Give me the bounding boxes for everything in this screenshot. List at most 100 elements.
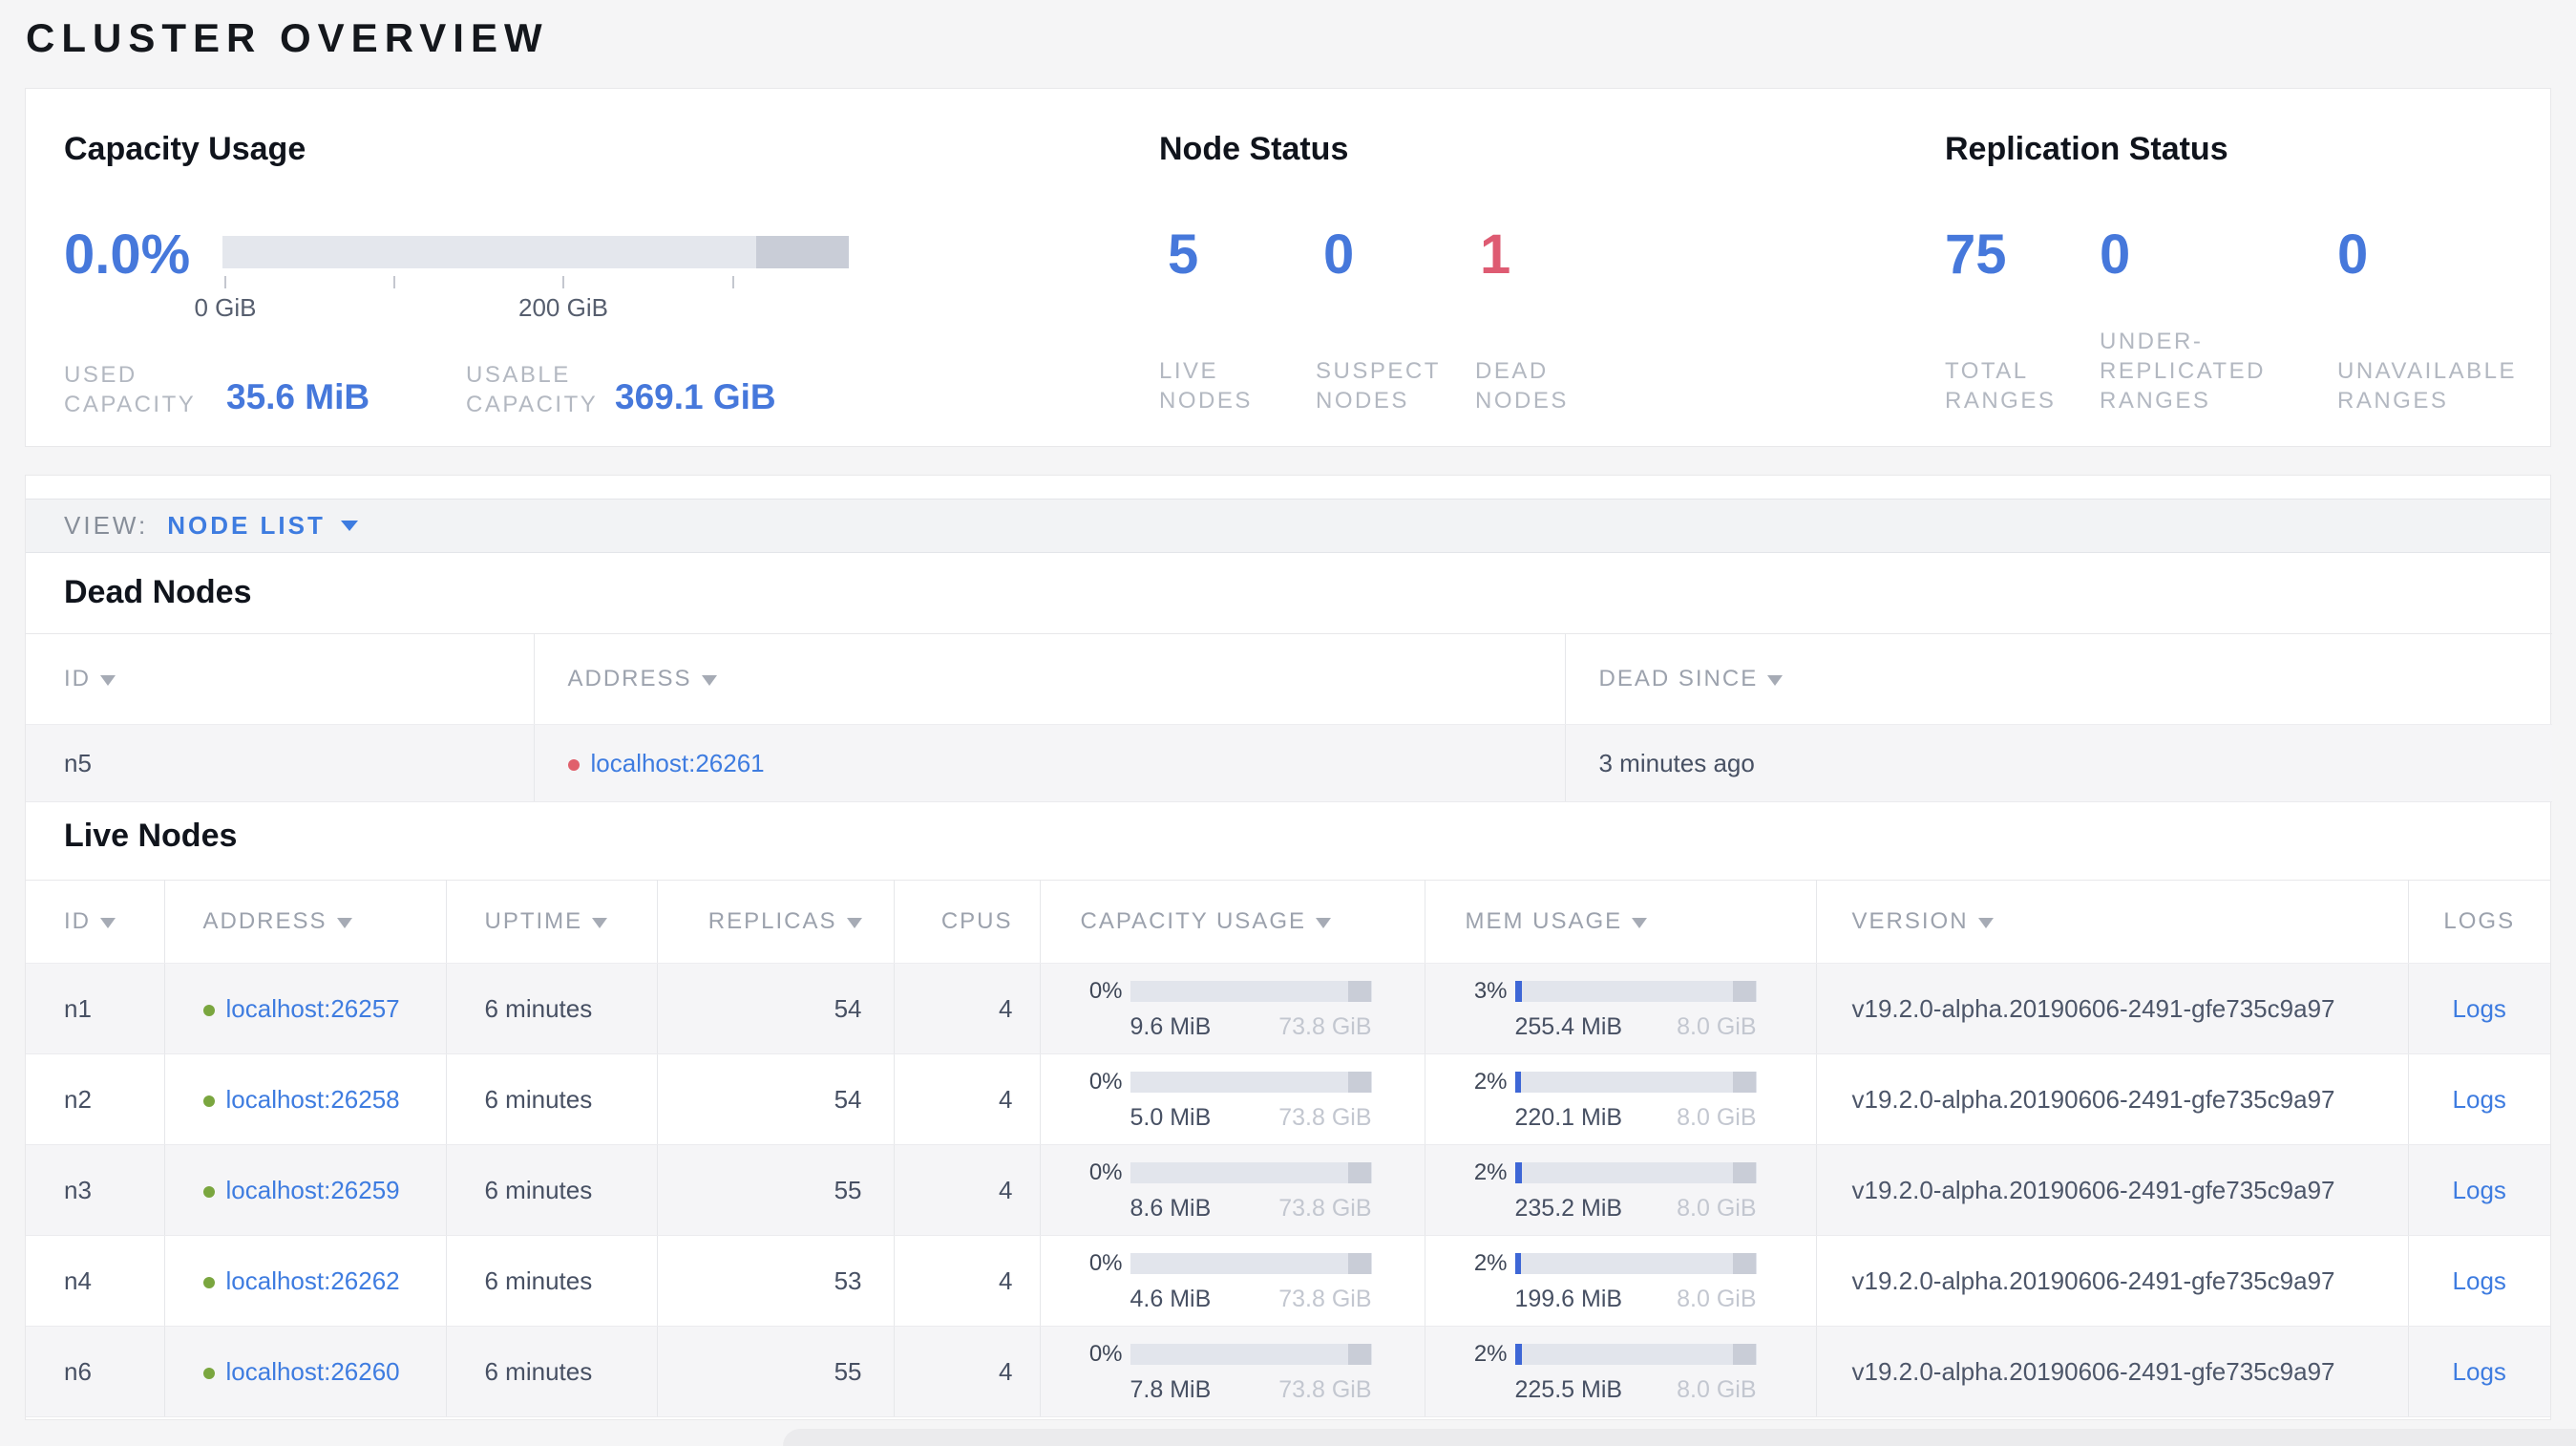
node-address-cell: localhost:26260 — [164, 1326, 447, 1417]
mem-total-value: 8.0 GiB — [1677, 1195, 1757, 1222]
live-nodes-count: 5 — [1168, 223, 1199, 286]
total-ranges-label: TOTAL RANGES — [1945, 358, 2057, 414]
capacity-reserved-segment — [755, 236, 849, 268]
capacity-usage-bar — [1130, 1253, 1372, 1274]
capacity-used-value: 4.6 MiB — [1130, 1286, 1212, 1312]
node-address-link[interactable]: localhost:26259 — [225, 1175, 400, 1204]
dead-header-id[interactable]: ID — [26, 633, 535, 725]
dead-node-row: n5 localhost:26261 3 minutes ago — [26, 724, 2552, 802]
live-header-logs: LOGS — [2408, 880, 2550, 964]
mem-usage-bar — [1514, 981, 1757, 1002]
live-header-uptime[interactable]: UPTIME — [446, 880, 658, 964]
node-mem-usage-cell: 3% 255.4 MiB 8.0 GiB — [1425, 963, 1817, 1054]
capacity-total-value: 73.8 GiB — [1278, 1013, 1372, 1040]
sort-desc-icon — [592, 918, 608, 928]
node-address-link[interactable]: localhost:26257 — [225, 993, 400, 1023]
dead-nodes-count: 1 — [1480, 223, 1511, 286]
node-address-cell: localhost:26262 — [164, 1235, 447, 1327]
node-uptime: 6 minutes — [446, 1144, 658, 1236]
node-id: n3 — [26, 1144, 165, 1236]
node-mem-usage-cell: 2% 225.5 MiB 8.0 GiB — [1425, 1326, 1817, 1417]
dead-nodes-table: ID ADDRESS DEAD SINCE n5 localhost:26261… — [26, 633, 2552, 802]
usable-capacity-value: 369.1 GiB — [615, 377, 776, 416]
unavailable-count: 0 — [2337, 223, 2369, 286]
view-label: VIEW: — [64, 511, 149, 540]
node-address-link[interactable]: localhost:26258 — [225, 1084, 400, 1114]
dead-header-dead-since[interactable]: DEAD SINCE — [1565, 633, 2552, 725]
mem-used-segment — [1514, 1344, 1522, 1365]
sort-desc-icon — [1977, 918, 1994, 928]
node-capacity-usage-cell: 0% 7.8 MiB 73.8 GiB — [1040, 1326, 1425, 1417]
node-address-link[interactable]: localhost:26260 — [225, 1356, 400, 1386]
node-version: v19.2.0-alpha.20190606-2491-gfe735c9a97 — [1816, 963, 2409, 1054]
live-status-dot — [202, 1004, 215, 1016]
live-header-mem[interactable]: MEM USAGE — [1425, 880, 1817, 964]
mem-reserved-segment — [1733, 1253, 1757, 1274]
mem-used-segment — [1514, 1253, 1521, 1274]
logs-link[interactable]: Logs — [2452, 1356, 2506, 1386]
node-mem-usage-cell: 2% 199.6 MiB 8.0 GiB — [1425, 1235, 1817, 1327]
logs-link[interactable]: Logs — [2452, 993, 2506, 1023]
live-status-dot — [202, 1367, 215, 1379]
axis-tick — [224, 276, 226, 288]
mem-usage-bar — [1514, 1344, 1757, 1365]
node-replicas: 54 — [657, 1053, 895, 1145]
live-header-address[interactable]: ADDRESS — [164, 880, 447, 964]
capacity-percent: 0% — [1088, 1250, 1123, 1276]
suspect-nodes-label: SUSPECT NODES — [1316, 358, 1441, 414]
live-header-cpus: CPUS — [894, 880, 1041, 964]
mem-percent: 3% — [1473, 978, 1508, 1004]
mem-percent: 2% — [1473, 1250, 1508, 1276]
node-logs-cell: Logs — [2408, 1144, 2550, 1236]
logs-link[interactable]: Logs — [2452, 1265, 2506, 1295]
live-header-id[interactable]: ID — [26, 880, 165, 964]
node-address-link[interactable]: localhost:26262 — [225, 1265, 400, 1295]
node-id: n4 — [26, 1235, 165, 1327]
axis-tick — [393, 276, 395, 288]
node-id: n2 — [26, 1053, 165, 1145]
sort-desc-icon — [100, 675, 116, 686]
dead-nodes-section-title: Dead Nodes — [64, 574, 252, 610]
logs-link[interactable]: Logs — [2452, 1175, 2506, 1204]
live-header-replicas[interactable]: REPLICAS — [657, 880, 895, 964]
logs-link[interactable]: Logs — [2452, 1084, 2506, 1114]
mem-reserved-segment — [1733, 1344, 1757, 1365]
mem-percent: 2% — [1473, 1159, 1508, 1185]
node-logs-cell: Logs — [2408, 1326, 2550, 1417]
mem-usage-bar — [1514, 1253, 1757, 1274]
node-replicas: 55 — [657, 1326, 895, 1417]
mem-percent: 2% — [1473, 1069, 1508, 1095]
node-version: v19.2.0-alpha.20190606-2491-gfe735c9a97 — [1816, 1053, 2409, 1145]
view-selector[interactable]: NODE LIST — [167, 511, 326, 540]
sort-desc-icon — [100, 918, 116, 928]
live-nodes-header-row: ID ADDRESS UPTIME REPLICAS CPUS CAPACITY… — [26, 880, 2550, 964]
node-uptime: 6 minutes — [446, 1053, 658, 1145]
capacity-used-value: 9.6 MiB — [1130, 1013, 1212, 1040]
axis-tick-label-200: 200 GiB — [518, 293, 608, 322]
table-row: n2 localhost:26258 6 minutes 54 4 0% 5.0… — [26, 1053, 2550, 1145]
mem-used-segment — [1514, 1072, 1522, 1093]
capacity-reserved-segment — [1348, 1072, 1372, 1093]
live-header-version[interactable]: VERSION — [1816, 880, 2409, 964]
node-cpus: 4 — [894, 1053, 1041, 1145]
mem-reserved-segment — [1733, 1072, 1757, 1093]
live-header-capacity[interactable]: CAPACITY USAGE — [1040, 880, 1425, 964]
dead-node-address-link[interactable]: localhost:26261 — [590, 748, 765, 777]
under-replicated-count: 0 — [2100, 223, 2131, 286]
capacity-percent: 0% — [1088, 1341, 1123, 1367]
capacity-usage-title: Capacity Usage — [64, 131, 306, 167]
capacity-total-value: 73.8 GiB — [1278, 1376, 1372, 1403]
sort-desc-icon — [701, 675, 717, 686]
dead-node-id: n5 — [26, 724, 535, 802]
mem-total-value: 8.0 GiB — [1677, 1286, 1757, 1312]
chevron-down-icon[interactable] — [340, 521, 358, 531]
table-row: n3 localhost:26259 6 minutes 55 4 0% 8.6… — [26, 1144, 2550, 1236]
node-cpus: 4 — [894, 1144, 1041, 1236]
node-capacity-usage-cell: 0% 8.6 MiB 73.8 GiB — [1040, 1144, 1425, 1236]
node-status-title: Node Status — [1159, 131, 1349, 167]
node-replicas: 54 — [657, 963, 895, 1054]
capacity-percent: 0% — [1088, 1069, 1123, 1095]
table-row: n1 localhost:26257 6 minutes 54 4 0% 9.6… — [26, 963, 2550, 1054]
dead-header-address[interactable]: ADDRESS — [534, 633, 1566, 725]
mem-used-value: 199.6 MiB — [1514, 1286, 1623, 1312]
